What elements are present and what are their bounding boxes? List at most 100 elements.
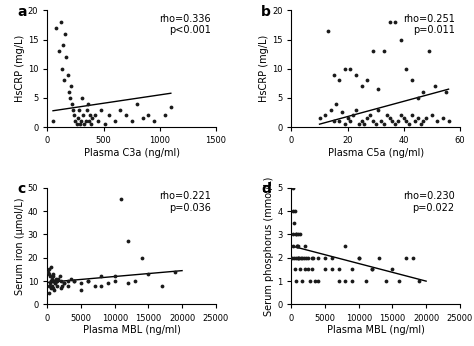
Point: [294, 255, 302, 261]
Point: [330, 118, 337, 124]
Point: [341, 66, 348, 72]
Point: [80, 113, 87, 118]
Text: rho=0.251
p=0.011: rho=0.251 p=0.011: [403, 14, 455, 36]
Point: [67, 83, 75, 89]
Point: [67, 276, 75, 282]
Point: [138, 255, 146, 261]
Point: [289, 232, 297, 237]
Point: [91, 283, 98, 289]
Text: b: b: [261, 4, 271, 19]
Point: [291, 208, 299, 214]
Point: [77, 281, 85, 286]
Point: [83, 107, 91, 112]
Point: [403, 118, 410, 124]
Point: [374, 86, 382, 92]
Point: [49, 118, 57, 124]
Point: [293, 243, 301, 249]
Point: [71, 279, 78, 284]
Point: [425, 48, 433, 54]
Point: [422, 116, 430, 121]
Point: [369, 118, 377, 124]
Point: [82, 118, 89, 124]
Point: [368, 267, 376, 272]
Point: [355, 121, 363, 127]
Point: [348, 267, 356, 272]
Point: [111, 279, 118, 284]
Point: [380, 48, 388, 54]
Point: [335, 279, 342, 284]
Point: [301, 267, 309, 272]
Point: [417, 121, 424, 127]
Point: [64, 72, 72, 78]
Point: [122, 113, 130, 118]
Point: [336, 118, 343, 124]
Point: [52, 276, 60, 282]
Point: [167, 104, 174, 109]
Point: [291, 255, 298, 261]
Point: [75, 107, 82, 112]
Point: [397, 37, 405, 42]
Point: [49, 271, 56, 277]
Point: [299, 279, 306, 284]
Point: [118, 197, 125, 202]
Point: [55, 276, 62, 282]
Point: [98, 283, 105, 289]
Point: [71, 113, 78, 118]
Y-axis label: Serum iron (μmol/L): Serum iron (μmol/L): [15, 197, 25, 295]
Point: [300, 255, 307, 261]
Point: [57, 279, 64, 284]
Point: [298, 255, 305, 261]
Point: [434, 118, 441, 124]
Point: [307, 279, 314, 284]
Point: [374, 107, 382, 112]
Point: [131, 279, 139, 284]
Point: [377, 118, 385, 124]
Point: [162, 113, 169, 118]
Point: [348, 279, 356, 284]
X-axis label: Plasma MBL (ng/ml): Plasma MBL (ng/ml): [327, 325, 425, 335]
Point: [355, 255, 363, 261]
Point: [445, 118, 452, 124]
Point: [315, 279, 322, 284]
Point: [330, 72, 337, 78]
Point: [336, 78, 343, 83]
Point: [46, 271, 53, 277]
Point: [66, 95, 73, 101]
Point: [145, 271, 152, 277]
Point: [51, 281, 59, 286]
Point: [50, 288, 58, 293]
Point: [395, 279, 403, 284]
Point: [77, 288, 85, 293]
Point: [48, 285, 55, 291]
Point: [55, 48, 63, 54]
Text: a: a: [17, 4, 27, 19]
Point: [346, 66, 354, 72]
Text: rho=0.336
p<0.001: rho=0.336 p<0.001: [159, 14, 210, 36]
Point: [328, 255, 336, 261]
Point: [386, 19, 393, 25]
Point: [49, 279, 56, 284]
Point: [292, 232, 300, 237]
Point: [366, 113, 374, 118]
Point: [57, 285, 64, 291]
Point: [84, 279, 91, 284]
Point: [372, 121, 379, 127]
Point: [297, 255, 305, 261]
Point: [50, 274, 57, 279]
Point: [105, 113, 113, 118]
Point: [349, 113, 357, 118]
Point: [292, 232, 299, 237]
Point: [290, 185, 297, 191]
Point: [335, 267, 342, 272]
Point: [341, 121, 348, 127]
Point: [47, 264, 55, 270]
Point: [405, 121, 413, 127]
Text: rho=0.221
p=0.036: rho=0.221 p=0.036: [159, 191, 210, 213]
Point: [98, 107, 105, 112]
Point: [292, 255, 299, 261]
Point: [64, 279, 72, 284]
Point: [364, 116, 371, 121]
Point: [311, 279, 319, 284]
Text: d: d: [261, 182, 271, 196]
Point: [302, 255, 310, 261]
